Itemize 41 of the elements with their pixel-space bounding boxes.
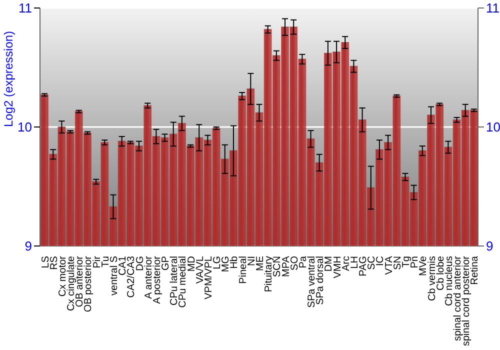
x-tick-label: LH <box>349 256 360 269</box>
x-tick-label: SCN <box>272 256 284 278</box>
y2-tick-label: 9 <box>486 238 494 254</box>
x-tick-label: RS <box>48 256 60 270</box>
y-tick-label: 10 <box>18 120 32 135</box>
y2-tick-label: 11 <box>486 0 500 16</box>
x-tick-label: Pineal <box>238 256 249 284</box>
x-tick-label: Cb lobe <box>435 256 446 290</box>
x-tick-label: spinal cord posterior <box>461 255 472 346</box>
y-tick-label: 9 <box>24 238 32 254</box>
x-tick-label: Tg <box>401 256 412 268</box>
x-tick-label: ME <box>255 256 266 271</box>
x-tick-label: OB posterior <box>83 255 94 312</box>
x-tick-label: ventral S <box>109 256 120 296</box>
x-tick-label: DG <box>134 256 146 271</box>
y2-tick-label: 10 <box>486 120 500 135</box>
x-tick-label: VPM/VPL <box>203 256 214 300</box>
x-tick-label: VMH <box>332 256 344 278</box>
x-tick-label: DM <box>324 256 335 272</box>
x-tick-label: Pa <box>298 256 309 268</box>
x-tick-label: Arc <box>340 256 352 271</box>
x-tick-label: LS <box>40 256 52 268</box>
x-tick-label: MVe <box>418 256 430 276</box>
x-tick-label: IC <box>375 256 386 266</box>
y-axis-title: Log2 (expression) <box>1 30 16 127</box>
x-tick-label: Hb <box>229 256 240 269</box>
x-tick-label: VTA <box>384 256 395 275</box>
y-tick-label: 11 <box>18 0 32 16</box>
x-tick-label: SO <box>289 256 300 270</box>
x-tick-label: Pituitary <box>264 256 275 292</box>
x-tick-label: A posterior <box>152 255 163 304</box>
x-tick-label: SN <box>392 256 404 270</box>
x-tick-label: A anterior <box>143 255 154 299</box>
x-tick-label: MPA <box>280 256 292 277</box>
x-tick-label: Pir <box>92 255 103 268</box>
x-tick-label: NI <box>246 256 258 266</box>
x-tick-label: Retina <box>470 256 481 285</box>
x-tick-label: Tu <box>100 256 112 268</box>
x-tick-label: Cb nucleus <box>444 256 455 306</box>
x-tick-label: CPu medial <box>178 256 189 308</box>
x-tick-label: CA2/CA3 <box>126 256 138 298</box>
